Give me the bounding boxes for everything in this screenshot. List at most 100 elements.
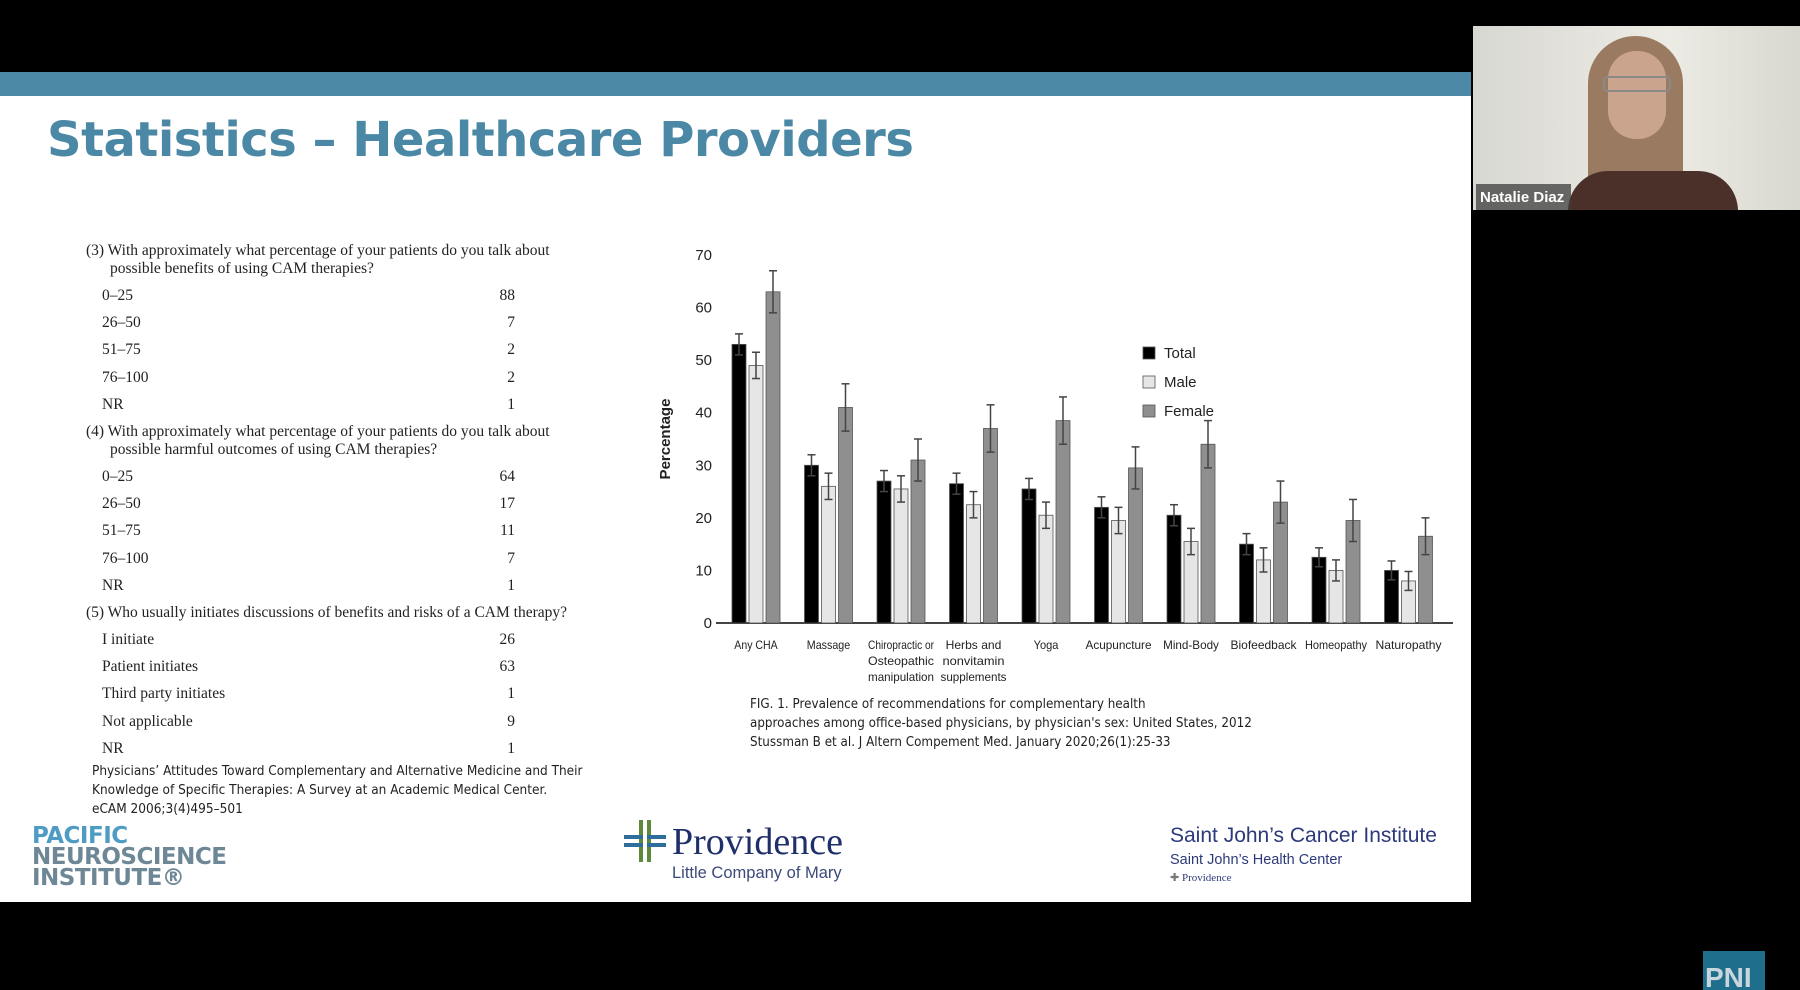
survey-row: 0–25 88 xyxy=(102,287,515,305)
bar-female xyxy=(1200,443,1216,624)
bar-total xyxy=(1239,543,1254,624)
question-text: possible benefits of using CAM therapies… xyxy=(110,260,374,277)
slide-title: Statistics – Healthcare Providers xyxy=(47,112,914,168)
logo-text: Little Company of Mary xyxy=(672,864,842,882)
bar-male xyxy=(1111,520,1126,624)
caption-line: FIG. 1. Prevalence of recommendations fo… xyxy=(750,697,1146,712)
x-tick-label: Yoga xyxy=(1034,638,1059,652)
row-value: 11 xyxy=(500,522,515,540)
question-text: (4) With approximately what percentage o… xyxy=(86,423,550,440)
row-value: 64 xyxy=(499,468,516,485)
y-tick-label: 0 xyxy=(704,615,712,632)
survey-question: (3) With approximately what percentage o… xyxy=(86,242,606,278)
survey-row: NR 1 xyxy=(102,740,515,758)
row-value: 1 xyxy=(507,685,515,703)
row-value: 63 xyxy=(499,658,516,676)
bar-female xyxy=(1128,467,1143,624)
legend-swatch xyxy=(1142,404,1156,418)
survey-row: 51–75 11 xyxy=(102,522,515,540)
survey-row: NR 1 xyxy=(102,577,515,595)
slide: Statistics – Healthcare Providers (3) Wi… xyxy=(0,72,1471,902)
survey-row: Patient initiates 63 xyxy=(102,658,515,676)
saint-johns-logo: Saint John’s Cancer Institute Saint John… xyxy=(1170,824,1437,884)
survey-row: I initiate 26 xyxy=(102,631,515,649)
row-value: 2 xyxy=(507,341,515,359)
pni-badge: PNI xyxy=(1703,951,1765,990)
logo-text: Providence xyxy=(672,821,843,863)
row-value: 1 xyxy=(507,395,515,413)
bar-male xyxy=(1038,514,1054,624)
row-label: Third party initiates xyxy=(102,685,226,703)
bar-total xyxy=(1094,506,1109,624)
providence-cross-icon: ✚ xyxy=(1170,872,1180,884)
survey-row: NR 1 xyxy=(102,396,515,414)
y-axis-label: Percentage xyxy=(657,399,674,480)
row-label: Patient initiates xyxy=(102,658,198,676)
legend-label: Female xyxy=(1164,403,1214,420)
citation-line: Physicians’ Attitudes Toward Complementa… xyxy=(92,764,583,779)
survey-row: 51–75 2 xyxy=(102,341,515,359)
x-tick-label: Herbs and xyxy=(946,638,1002,652)
participant-name: Natalie Diaz xyxy=(1476,184,1571,210)
bar-female xyxy=(765,291,781,624)
x-tick-label: Homeopathy xyxy=(1305,638,1367,652)
survey-row: 0–25 64 xyxy=(102,468,515,486)
figure-caption: FIG. 1. Prevalence of recommendations fo… xyxy=(750,695,1252,752)
x-tick-label: Osteopathic xyxy=(868,654,934,668)
bar-male xyxy=(821,485,836,624)
logo-text: Saint John’s Cancer Institute xyxy=(1170,824,1437,847)
survey-row: Third party initiates 1 xyxy=(102,685,515,703)
row-value: 17 xyxy=(499,495,516,513)
row-value: 26 xyxy=(499,631,516,648)
row-value: 2 xyxy=(507,368,515,386)
y-tick-label: 10 xyxy=(695,562,712,579)
question-text: (5) Who usually initiates discussions of… xyxy=(86,604,567,621)
x-tick-label: Chiropractic or xyxy=(868,638,934,652)
survey-row: 76–100 2 xyxy=(102,369,515,387)
y-tick-label: 20 xyxy=(695,510,712,527)
bar-total xyxy=(804,464,819,624)
question-text: possible harmful outcomes of using CAM t… xyxy=(110,441,438,458)
pni-logo: PACIFIC NEUROSCIENCE INSTITUTE® xyxy=(32,823,227,890)
bar-female xyxy=(983,428,998,624)
citation: Physicians’ Attitudes Toward Complementa… xyxy=(92,762,583,819)
row-label: 51–75 xyxy=(102,341,141,359)
y-tick-label: 60 xyxy=(695,300,712,317)
logo-text: Saint John’s Health Center xyxy=(1170,852,1343,868)
y-tick-label: 40 xyxy=(695,405,712,422)
legend-swatch xyxy=(1142,375,1156,389)
citation-line: eCAM 2006;3(4)495–501 xyxy=(92,802,243,817)
survey-question: (4) With approximately what percentage o… xyxy=(86,423,606,459)
bar-total xyxy=(1166,514,1182,624)
caption-line: approaches among office-based physicians… xyxy=(750,716,1252,731)
row-label: 26–50 xyxy=(102,314,141,332)
row-label: NR xyxy=(102,576,124,594)
survey-row: 26–50 7 xyxy=(102,314,515,332)
y-tick-label: 50 xyxy=(695,352,712,369)
row-value: 7 xyxy=(507,314,515,332)
legend-label: Male xyxy=(1164,374,1197,391)
survey-row: Not applicable 9 xyxy=(102,713,515,731)
row-label: 26–50 xyxy=(102,495,141,513)
question-text: (3) With approximately what percentage o… xyxy=(86,242,550,259)
caption-line: Stussman B et al. J Altern Compement Med… xyxy=(750,735,1171,750)
row-label: 0–25 xyxy=(102,287,133,304)
row-label: NR xyxy=(102,395,124,413)
webcam-tile[interactable]: Natalie Diaz xyxy=(1473,26,1800,210)
row-value: 1 xyxy=(507,739,515,757)
x-tick-label: manipulation xyxy=(868,670,934,684)
x-tick-label: Massage xyxy=(807,638,851,652)
y-tick-label: 30 xyxy=(695,457,712,474)
row-value: 1 xyxy=(507,576,515,594)
bar-total xyxy=(731,343,747,624)
bar-female xyxy=(1055,420,1071,624)
y-tick-label: 70 xyxy=(695,247,712,264)
row-label: 76–100 xyxy=(102,368,149,386)
logo-text: PACIFIC xyxy=(32,823,128,849)
row-label: Not applicable xyxy=(102,712,193,730)
survey-row: 76–100 7 xyxy=(102,550,515,568)
row-label: 51–75 xyxy=(102,522,141,540)
bar-female xyxy=(910,459,926,624)
bar-male xyxy=(966,504,981,624)
logo-text: NEUROSCIENCE xyxy=(32,844,227,870)
